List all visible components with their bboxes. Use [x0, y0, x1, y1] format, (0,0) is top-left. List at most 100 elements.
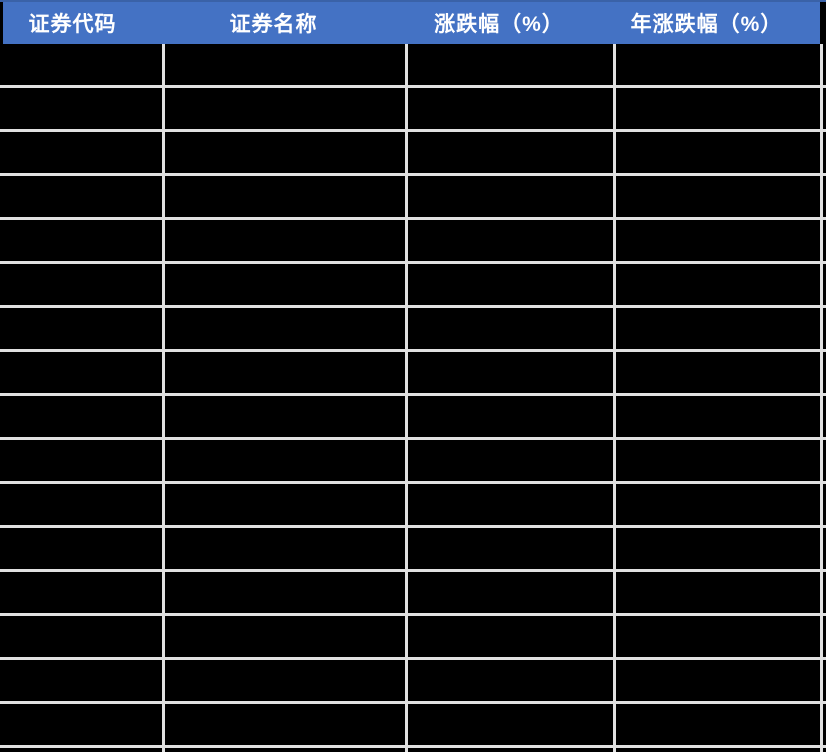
cell-name	[162, 352, 405, 393]
cell-name	[162, 748, 405, 752]
cell-code	[0, 660, 162, 701]
cell-name	[162, 484, 405, 525]
cell-code	[0, 176, 162, 217]
cell-change	[405, 220, 613, 261]
cell-name	[162, 660, 405, 701]
cell-name	[162, 396, 405, 437]
cell-right-edge-sliver	[820, 308, 826, 349]
cell-right-edge-sliver	[820, 176, 826, 217]
table-row	[0, 220, 826, 264]
cell-change	[405, 132, 613, 173]
cell-change	[405, 704, 613, 745]
cell-change	[405, 572, 613, 613]
cell-change	[405, 616, 613, 657]
table-row	[0, 528, 826, 572]
cell-right-edge-sliver	[820, 264, 826, 305]
cell-code	[0, 308, 162, 349]
cell-code	[0, 484, 162, 525]
cell-name	[162, 264, 405, 305]
cell-change	[405, 352, 613, 393]
cell-code	[0, 440, 162, 481]
cell-name	[162, 528, 405, 569]
cell-annual-change	[613, 660, 820, 701]
cell-annual-change	[613, 308, 820, 349]
column-header-name: 证券名称	[162, 2, 405, 44]
cell-change	[405, 88, 613, 129]
table-row	[0, 616, 826, 660]
cell-change	[405, 176, 613, 217]
cell-annual-change	[613, 88, 820, 129]
cell-right-edge-sliver	[820, 704, 826, 745]
cell-annual-change	[613, 616, 820, 657]
cell-change	[405, 484, 613, 525]
cell-right-edge-sliver	[820, 88, 826, 129]
table-left-edge	[0, 2, 3, 44]
cell-annual-change	[613, 572, 820, 613]
cell-code	[0, 132, 162, 173]
cell-change	[405, 528, 613, 569]
table-row	[0, 484, 826, 528]
cell-name	[162, 88, 405, 129]
cell-change	[405, 440, 613, 481]
table-row	[0, 88, 826, 132]
cell-annual-change	[613, 132, 820, 173]
table-row	[0, 660, 826, 704]
cell-annual-change	[613, 528, 820, 569]
cell-code	[0, 616, 162, 657]
cell-name	[162, 220, 405, 261]
cell-annual-change	[613, 748, 820, 752]
table-row	[0, 352, 826, 396]
cell-code	[0, 528, 162, 569]
cell-right-edge-sliver	[820, 528, 826, 569]
cell-right-edge-sliver	[820, 220, 826, 261]
cell-change	[405, 44, 613, 85]
table-right-edge	[820, 2, 826, 44]
cell-code	[0, 352, 162, 393]
column-header-code: 证券代码	[3, 2, 162, 44]
cell-name	[162, 572, 405, 613]
cell-right-edge-sliver	[820, 440, 826, 481]
table-header-row: 证券代码 证券名称 涨跌幅（%） 年涨跌幅（%）	[0, 0, 826, 44]
cell-name	[162, 176, 405, 217]
partial-row-sliver	[0, 748, 826, 752]
cell-annual-change	[613, 396, 820, 437]
cell-code	[0, 88, 162, 129]
cell-code	[0, 748, 162, 752]
table-row	[0, 132, 826, 176]
cell-annual-change	[613, 440, 820, 481]
cell-name	[162, 308, 405, 349]
cell-code	[0, 572, 162, 613]
table-row	[0, 308, 826, 352]
cell-annual-change	[613, 264, 820, 305]
cell-code	[0, 264, 162, 305]
column-header-change: 涨跌幅（%）	[405, 2, 613, 44]
table-row	[0, 572, 826, 616]
cell-change	[405, 264, 613, 305]
cell-annual-change	[613, 484, 820, 525]
cell-name	[162, 44, 405, 85]
table-row	[0, 440, 826, 484]
cell-change	[405, 748, 613, 752]
cell-code	[0, 220, 162, 261]
cell-annual-change	[613, 352, 820, 393]
cell-change	[405, 396, 613, 437]
table-row	[0, 704, 826, 748]
cell-right-edge-sliver	[820, 748, 826, 752]
cell-code	[0, 44, 162, 85]
cell-annual-change	[613, 44, 820, 85]
column-header-annual-change: 年涨跌幅（%）	[613, 2, 820, 44]
cell-right-edge-sliver	[820, 352, 826, 393]
cell-annual-change	[613, 220, 820, 261]
cell-annual-change	[613, 704, 820, 745]
table-row	[0, 176, 826, 220]
cell-name	[162, 616, 405, 657]
cell-code	[0, 396, 162, 437]
cell-right-edge-sliver	[820, 44, 826, 85]
table-row	[0, 264, 826, 308]
cell-name	[162, 440, 405, 481]
cell-name	[162, 704, 405, 745]
cell-name	[162, 132, 405, 173]
table-row	[0, 396, 826, 440]
table-body	[0, 44, 826, 748]
